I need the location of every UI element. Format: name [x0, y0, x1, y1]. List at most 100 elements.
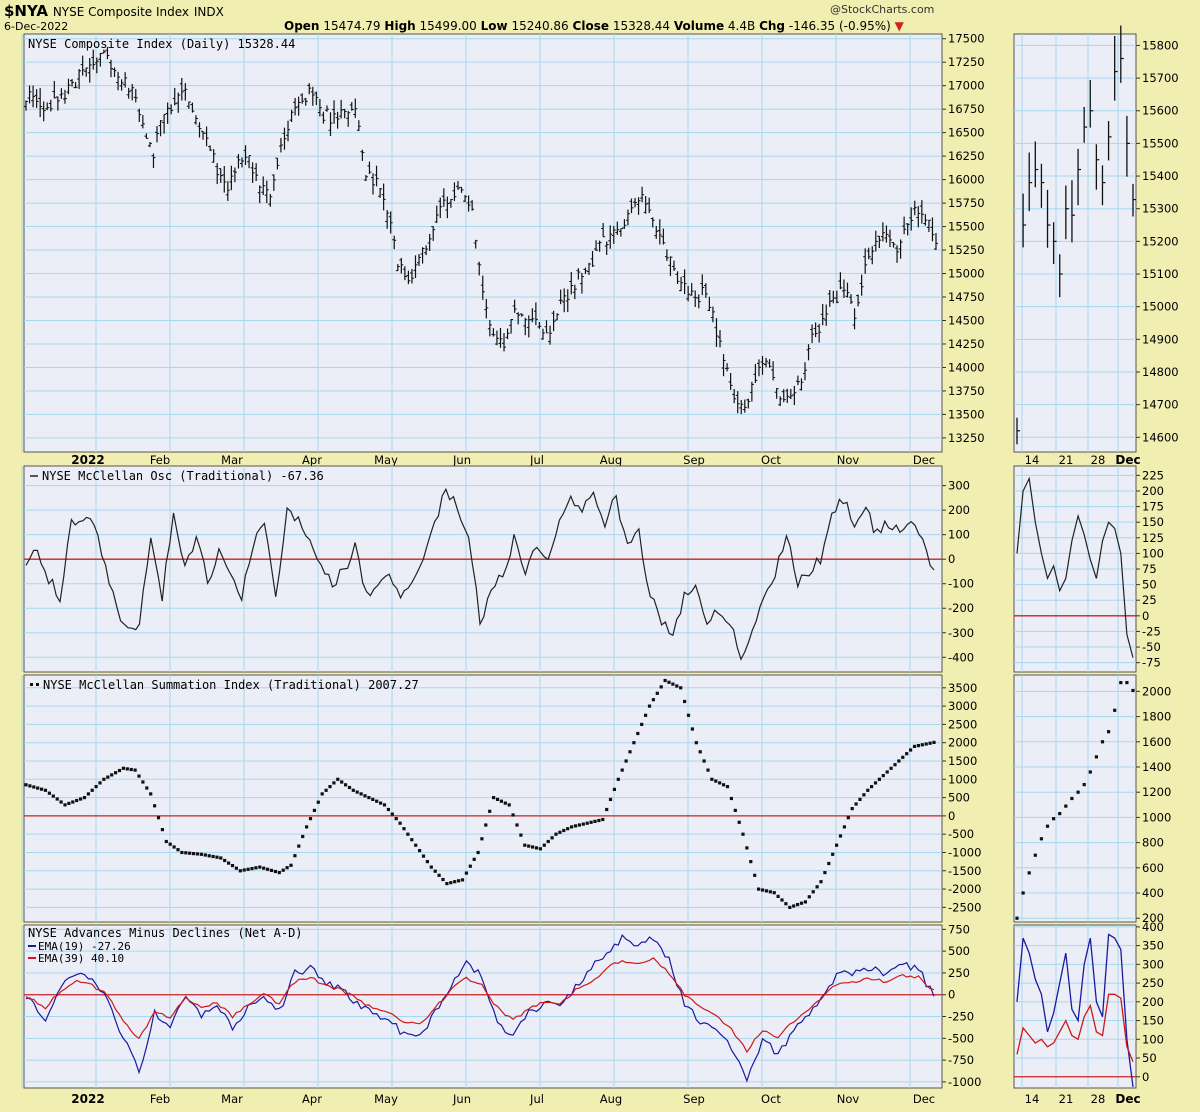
osc-pane-ytick-label: -400: [948, 650, 974, 664]
price-x-label: Aug: [600, 453, 622, 467]
ad-inset-ytick-label: 300: [1142, 957, 1164, 971]
sum-inset-point: [1070, 796, 1074, 801]
sum-point: [686, 713, 691, 717]
sum-point: [854, 802, 858, 806]
sum-point: [601, 817, 605, 822]
sum-point: [371, 797, 375, 801]
sum-point: [188, 851, 192, 855]
sum-point: [550, 836, 554, 840]
sum-point: [737, 820, 741, 824]
sum-point: [418, 849, 422, 853]
sum-point: [359, 792, 363, 796]
sum-point: [877, 777, 881, 781]
price-inset-ytick-label: 15000: [1142, 300, 1179, 314]
sum-point: [308, 817, 313, 821]
sum-point: [488, 809, 492, 813]
sum-inset-point: [1039, 837, 1043, 841]
sum-point: [928, 741, 932, 745]
osc-pane-ytick-label: 0: [948, 552, 955, 566]
price-inset-ytick-label: 14900: [1142, 332, 1179, 346]
sum-point: [725, 785, 730, 789]
sum-point: [706, 768, 710, 772]
price-pane-plot-area: [23, 33, 943, 453]
sum-inset-point: [1076, 790, 1080, 794]
sum-point: [24, 783, 28, 787]
sum-point: [531, 845, 535, 849]
sum-point: [916, 744, 920, 748]
sum-point: [207, 854, 211, 858]
sum-point: [293, 854, 297, 858]
sum-point: [827, 861, 831, 866]
ad-x-label: Apr: [302, 1092, 322, 1106]
price-x-label: Oct: [761, 453, 781, 467]
sum-point: [858, 797, 862, 801]
sum-point: [889, 766, 893, 770]
ad-inset-ytick-label: 400: [1142, 920, 1164, 934]
price-pane-ytick-label: 14500: [948, 313, 985, 327]
osc-inset-ytick-label: 175: [1142, 500, 1164, 514]
sum-point: [823, 871, 827, 875]
sum-point: [866, 788, 870, 792]
sum-point: [885, 770, 889, 774]
sum-point: [468, 864, 472, 868]
price-x-label: May: [374, 453, 398, 467]
ad-pane-title: NYSE Advances Minus Declines (Net A-D): [28, 926, 303, 940]
sum-point: [394, 817, 398, 821]
sum-inset-point: [1015, 916, 1019, 920]
sum-point: [663, 678, 667, 683]
sum-point: [421, 854, 426, 858]
sum-point: [780, 898, 784, 902]
sum-pane-ytick-label: -2000: [948, 882, 981, 896]
price-inset-ytick-label: 14600: [1142, 430, 1179, 444]
sum-inset-ytick-label: 1200: [1142, 785, 1171, 799]
chg-label: Chg: [759, 19, 786, 33]
ad-inset-ytick-label: 200: [1142, 995, 1164, 1009]
sum-point: [683, 699, 687, 704]
ohlc-summary: Open 15474.79 High 15499.00 Low 15240.86…: [284, 19, 904, 33]
sum-point: [718, 781, 722, 785]
sum-point: [659, 685, 663, 689]
sum-inset-point: [1113, 708, 1117, 712]
sum-point: [480, 837, 484, 841]
sum-point: [694, 741, 698, 745]
sum-point: [234, 866, 238, 870]
sum-point: [924, 742, 928, 746]
sum-inset-ytick-label: 600: [1142, 861, 1164, 875]
ad-pane-ytick-label: -500: [948, 1031, 974, 1045]
sum-point: [79, 797, 83, 801]
sum-point: [792, 904, 796, 908]
low-value: 15240.86: [511, 19, 569, 33]
sum-point: [75, 798, 79, 803]
price-pane-ytick-label: 15750: [948, 196, 985, 210]
sum-point: [842, 825, 846, 829]
ad-inset-ytick-label: 50: [1142, 1051, 1157, 1065]
sum-point: [484, 823, 488, 827]
header-date: 6-Dec-2022: [4, 20, 69, 33]
low-label: Low: [480, 19, 508, 33]
sum-pane-ytick-label: 3500: [948, 681, 977, 695]
sum-inset-point: [1088, 770, 1092, 774]
sum-point: [351, 788, 355, 792]
sum-point: [184, 851, 188, 855]
sum-point: [137, 774, 141, 778]
sum-point: [920, 743, 924, 747]
ad-x-label: Nov: [837, 1092, 860, 1106]
sum-point: [277, 871, 281, 875]
sum-point: [281, 868, 285, 872]
sum-point: [55, 797, 59, 801]
chg-value: -146.35 (-0.95%): [788, 19, 891, 33]
sum-point: [741, 832, 745, 836]
ad-x-label: Jul: [529, 1092, 544, 1106]
sum-point: [796, 903, 800, 907]
open-value: 15474.79: [323, 19, 381, 33]
sum-point: [788, 905, 792, 909]
sum-point: [219, 856, 223, 860]
osc-inset-ytick-label: 150: [1142, 515, 1164, 529]
sum-point: [129, 767, 133, 772]
price-pane-ytick-label: 16750: [948, 102, 985, 116]
sum-pane-ytick-label: -500: [948, 827, 974, 841]
sum-point: [909, 748, 913, 752]
price-x-label: Feb: [150, 453, 170, 467]
sum-point: [495, 797, 500, 801]
